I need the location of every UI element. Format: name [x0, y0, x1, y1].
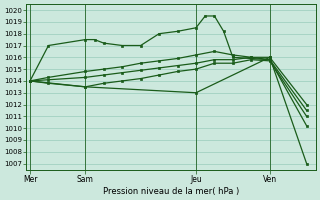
X-axis label: Pression niveau de la mer( hPa ): Pression niveau de la mer( hPa ): [103, 187, 239, 196]
